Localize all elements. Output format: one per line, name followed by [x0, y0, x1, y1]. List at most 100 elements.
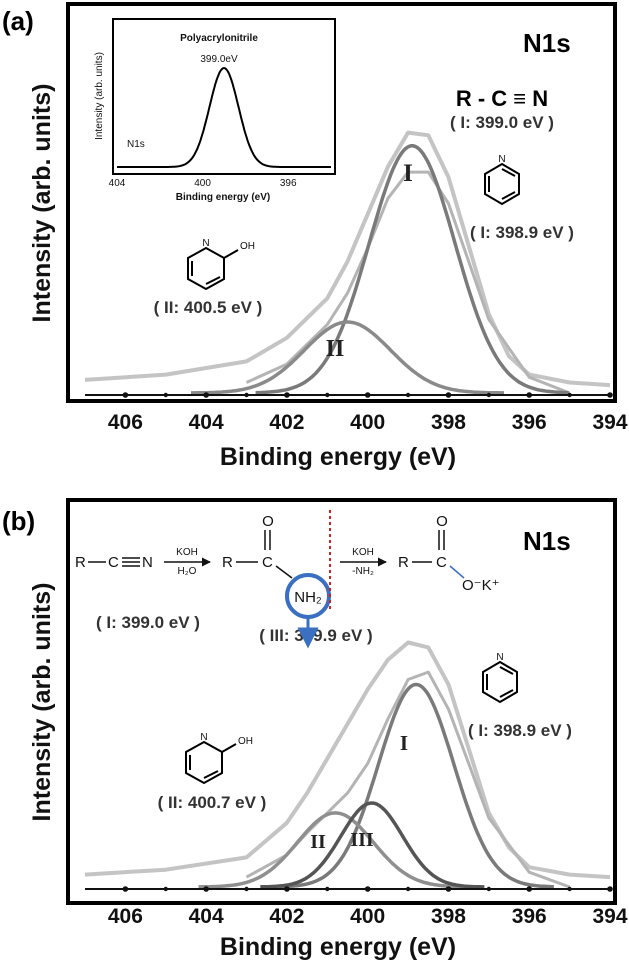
panel-b-x-ticks: 406 404 402 400 398 396 394 [108, 886, 628, 928]
x-minor-tick-mark [405, 886, 411, 892]
pyridine-energy-a: ( I: 398.9 eV ) [470, 223, 574, 242]
x-tick-label: 406 [108, 411, 143, 434]
product-o: O [436, 513, 448, 530]
x-minor-tick-mark [567, 392, 572, 398]
inset-y-axis-label: Intensity (arb. units) [94, 52, 105, 140]
hydroxypyridine-oh-a: OH [240, 241, 255, 252]
x-minor-tick-mark [244, 886, 249, 892]
peak-ii-curve [198, 811, 474, 889]
series-measured-line [84, 130, 611, 388]
x-minor-tick-mark [244, 392, 249, 398]
inset-peak-label: 399.0eV [200, 54, 238, 65]
reaction-scheme: R C N KOH H₂O R C O NH₂ KOH - [75, 510, 500, 649]
reactant-n: N [142, 554, 153, 571]
inset-x-tick-label: 400 [194, 178, 211, 189]
hydroxypyridine-energy-a: ( II: 400.5 eV ) [154, 298, 263, 317]
panel-b-y-axis-label: Intensity (arb. units) [28, 583, 56, 822]
hydroxypyridine-n-b: N [200, 732, 207, 743]
hydroxypyridine-structure-a [187, 246, 239, 291]
x-tick-label: 402 [269, 905, 304, 928]
x-tick-mark [203, 392, 209, 398]
x-tick-mark [203, 886, 209, 892]
hydroxypyridine-n-a: N [202, 238, 209, 249]
x-tick-mark [122, 886, 129, 892]
inset-pan-curve [117, 66, 331, 168]
nitrile-energy-a: ( I: 399.0 eV ) [450, 113, 554, 132]
amide-c: C [262, 554, 273, 571]
inset-x-tick-label: 396 [280, 178, 297, 189]
peak-ii-label-b: II [310, 831, 326, 853]
peak-i-label-a: I [403, 160, 413, 187]
x-minor-tick-mark [486, 886, 492, 892]
panel-b-plot-area [84, 640, 611, 890]
x-tick-label: 396 [512, 905, 547, 928]
product-carboxylate: O⁻K⁺ [462, 577, 500, 594]
peak-iii-curve [260, 801, 485, 889]
inset-plot-area [117, 66, 331, 168]
series-measured-line [84, 640, 611, 880]
pyridine-structure-a [484, 162, 520, 206]
x-tick-label: 402 [269, 411, 304, 434]
inset-title: Polyacrylonitrile [180, 33, 258, 44]
x-tick-label: 404 [189, 411, 224, 434]
pyridine-n-b: N [496, 652, 503, 663]
series-fit_envelope-line [245, 170, 571, 395]
inset-x-ticks: 404 400 396 [109, 178, 297, 189]
x-tick-mark [445, 392, 452, 398]
inset-x-axis-label: Binding energy (eV) [176, 192, 270, 203]
panel-a-x-ticks: 406 404 402 400 398 396 394 [108, 392, 628, 434]
panel-b-x-axis-label: Binding energy (eV) [220, 933, 456, 961]
reagent-1-top: KOH [176, 547, 198, 558]
reactant-r: R [75, 554, 86, 571]
panel-a-title: N1s [523, 28, 571, 58]
reagent-1-bottom: H₂O [178, 566, 197, 577]
panel-a-y-axis-label: Intensity (arb. units) [28, 84, 56, 323]
reagent-2-top: KOH [352, 547, 374, 558]
x-tick-label: 394 [592, 905, 627, 928]
x-minor-tick-mark [325, 886, 330, 892]
x-minor-tick-mark [163, 392, 168, 398]
inset-x-tick-label: 404 [109, 178, 126, 189]
x-minor-tick-mark [163, 886, 168, 892]
x-tick-mark [284, 392, 290, 398]
panel-b: (b) N1s 406 404 402 400 398 396 394 Binding en… [2, 498, 628, 961]
amide-o: O [262, 513, 274, 530]
panel-a-plot-area [84, 130, 611, 396]
reagent-2-bottom: -NH₂ [352, 566, 374, 577]
x-tick-label: 396 [512, 411, 547, 434]
x-minor-tick-mark [405, 392, 411, 398]
panel-b-label: (b) [2, 506, 35, 536]
x-minor-tick-mark [567, 886, 572, 892]
peak-i-label-b: I [400, 731, 408, 755]
x-tick-mark [364, 392, 371, 398]
x-tick-mark [284, 886, 290, 892]
peak-i-curve [279, 682, 554, 889]
pyridine-structure-b [482, 660, 518, 704]
product-c: C [436, 554, 447, 571]
peak-i-curve [255, 144, 569, 395]
x-tick-label: 398 [431, 411, 466, 434]
x-tick-label: 398 [431, 905, 466, 928]
panel-a-label: (a) [2, 6, 34, 36]
inset-frame [112, 18, 336, 175]
pyridine-n-a: N [498, 154, 505, 165]
nitrile-energy-b: ( I: 399.0 eV ) [96, 613, 200, 632]
panel-b-frame [66, 498, 617, 905]
hydroxypyridine-structure-b [185, 740, 237, 785]
x-tick-label: 406 [108, 905, 143, 928]
amide-r: R [222, 554, 233, 571]
x-tick-mark [526, 392, 533, 398]
amide-nh2: NH₂ [294, 589, 322, 606]
x-tick-label: 404 [189, 905, 224, 928]
product-r: R [398, 554, 409, 571]
x-tick-mark [364, 886, 371, 892]
panel-a-frame [66, 2, 617, 403]
x-tick-mark [526, 886, 533, 892]
panel-b-title: N1s [523, 526, 571, 556]
series-fit_envelope-line [245, 670, 571, 889]
x-tick-mark [122, 392, 129, 398]
peak-ii-curve [191, 320, 504, 395]
reactant-c: C [108, 554, 119, 571]
x-tick-mark [607, 392, 613, 398]
